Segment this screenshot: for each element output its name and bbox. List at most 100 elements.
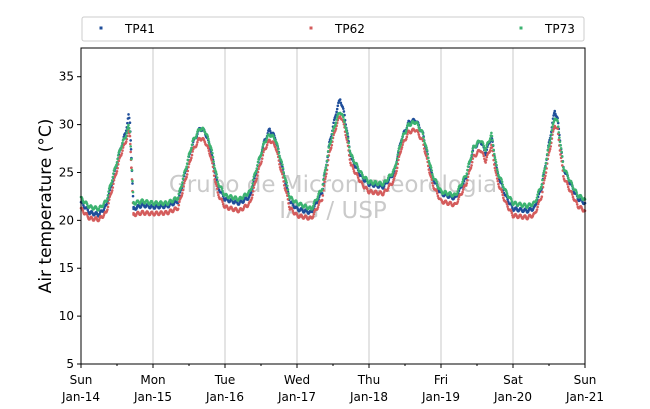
data-point <box>509 197 513 201</box>
data-point <box>215 173 218 176</box>
data-point <box>536 202 540 206</box>
data-point <box>544 161 548 165</box>
data-point <box>127 116 131 120</box>
data-point <box>106 208 109 211</box>
x-tick-label-date: Jan-14 <box>61 390 100 404</box>
data-point <box>191 139 194 143</box>
data-point <box>126 128 129 131</box>
data-point <box>356 176 360 179</box>
data-point <box>320 192 324 195</box>
data-point <box>281 163 284 166</box>
data-point <box>221 200 224 204</box>
data-point <box>395 157 399 160</box>
data-point <box>206 135 210 138</box>
data-point <box>397 155 401 159</box>
data-point <box>194 135 198 138</box>
data-point <box>336 104 340 108</box>
data-points <box>79 98 587 223</box>
data-point <box>277 151 281 155</box>
data-point <box>130 157 133 161</box>
data-point <box>251 178 255 182</box>
data-point <box>331 129 335 133</box>
data-point <box>484 149 487 152</box>
data-point <box>536 193 539 197</box>
data-point <box>129 142 132 146</box>
data-point <box>317 203 320 207</box>
data-point <box>395 160 398 164</box>
data-point <box>209 155 212 158</box>
data-point <box>469 166 473 170</box>
data-point <box>129 139 132 142</box>
data-point <box>121 141 124 145</box>
y-tick-label: 20 <box>59 213 74 227</box>
data-point <box>323 180 326 184</box>
data-point <box>131 182 134 185</box>
data-point <box>570 181 574 185</box>
data-point <box>346 133 349 137</box>
data-point <box>186 158 190 162</box>
data-point <box>128 130 132 133</box>
data-point <box>256 160 260 164</box>
data-point <box>464 184 468 187</box>
data-point <box>117 159 121 163</box>
data-point <box>190 146 193 150</box>
data-point <box>505 189 508 193</box>
y-tick-label: 15 <box>59 261 74 275</box>
data-point <box>470 150 474 154</box>
data-point <box>341 107 345 110</box>
legend-label-tp41: TP41 <box>124 22 155 36</box>
data-point <box>190 156 193 160</box>
data-point <box>342 118 346 121</box>
x-tick-label-date: Jan-21 <box>565 390 604 404</box>
data-point <box>256 163 259 167</box>
data-point <box>495 168 499 171</box>
data-point <box>131 190 135 194</box>
data-point <box>482 144 486 148</box>
data-point <box>455 192 459 195</box>
data-point <box>215 176 219 179</box>
data-point <box>543 167 547 171</box>
data-point <box>287 202 290 205</box>
data-point <box>335 115 339 119</box>
data-point <box>220 198 224 202</box>
data-point <box>334 127 338 131</box>
data-point <box>560 155 564 158</box>
data-point <box>566 176 570 180</box>
data-point <box>251 189 255 193</box>
data-point <box>181 181 184 184</box>
data-point <box>386 186 390 190</box>
x-tick-label-day: Tue <box>214 373 236 387</box>
data-point <box>422 136 425 139</box>
data-point <box>539 185 543 189</box>
data-point <box>130 168 134 172</box>
data-point <box>116 154 120 157</box>
data-point <box>111 175 115 179</box>
data-point <box>128 121 132 124</box>
data-point <box>500 190 504 194</box>
series-tp73 <box>79 111 587 212</box>
data-point <box>325 163 328 167</box>
data-point <box>129 150 132 154</box>
data-point <box>510 200 514 203</box>
data-point <box>466 168 469 172</box>
data-point <box>470 154 473 157</box>
data-point <box>316 197 319 200</box>
data-point <box>544 165 547 168</box>
data-point <box>346 137 350 140</box>
data-point <box>182 173 185 177</box>
data-point <box>541 190 544 194</box>
data-point <box>561 160 565 164</box>
data-point <box>491 138 494 142</box>
data-point <box>181 177 185 181</box>
data-point <box>110 179 114 182</box>
data-point <box>332 121 335 125</box>
data-point <box>551 125 554 129</box>
data-point <box>250 187 253 191</box>
data-point <box>422 139 426 143</box>
data-point <box>287 205 291 209</box>
data-point <box>351 165 355 168</box>
data-point <box>112 169 116 172</box>
data-point <box>495 163 498 167</box>
data-point <box>189 149 193 152</box>
